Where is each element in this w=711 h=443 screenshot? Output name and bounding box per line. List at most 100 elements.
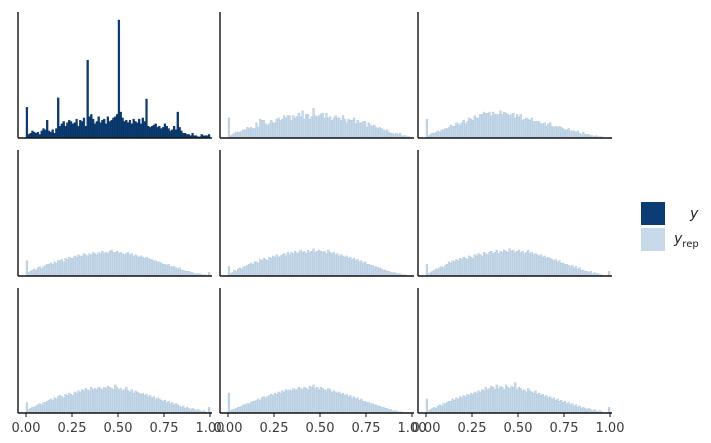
- histogram-bar: [455, 259, 458, 277]
- histogram-bar: [143, 258, 146, 277]
- histogram-bar: [512, 249, 515, 277]
- histogram-bar: [316, 251, 319, 277]
- histogram-bar: [40, 404, 43, 414]
- histogram-bar: [321, 252, 324, 277]
- histogram-bar: [475, 117, 478, 139]
- histogram-bar: [517, 387, 521, 414]
- histogram-bar: [233, 269, 236, 277]
- histogram-bar: [80, 389, 84, 414]
- histogram-bar: [358, 261, 361, 277]
- histogram-bar: [534, 390, 537, 414]
- histogram-bar: [141, 392, 144, 414]
- histogram-bar: [86, 389, 89, 414]
- histogram-bar: [270, 258, 273, 277]
- histogram-bar: [360, 122, 363, 139]
- histogram-bar: [477, 390, 480, 414]
- histogram-bar: [64, 125, 67, 139]
- histogram-bar: [297, 387, 300, 414]
- histogram-bar: [51, 399, 54, 414]
- histogram-bar: [249, 127, 253, 139]
- histogram-bar: [325, 113, 328, 139]
- histogram-bar: [316, 387, 319, 414]
- histogram-bar: [332, 390, 335, 414]
- histogram-bar: [479, 114, 482, 139]
- histogram-bar: [574, 131, 578, 139]
- histogram-bar: [46, 120, 49, 139]
- histogram-bar: [493, 252, 497, 277]
- histogram-bar: [477, 117, 480, 139]
- histogram-bar: [495, 249, 498, 277]
- histogram-bar: [143, 395, 146, 414]
- histogram-bar: [115, 251, 119, 277]
- x-tick-label: 0.75: [352, 421, 381, 436]
- histogram-bar: [587, 408, 590, 414]
- histogram-bar: [290, 120, 293, 139]
- histogram-bar: [295, 253, 299, 277]
- histogram-bar: [134, 254, 137, 277]
- histogram-bar: [130, 123, 133, 139]
- histogram-bar: [248, 403, 251, 414]
- histogram-bar: [431, 133, 434, 139]
- histogram-bar: [79, 391, 82, 414]
- histogram-bar: [255, 122, 258, 139]
- histogram-bar: [79, 255, 82, 277]
- histogram-bar: [235, 408, 238, 414]
- histogram-bar: [99, 388, 102, 414]
- histogram-bar: [165, 125, 168, 139]
- histogram-bar: [345, 394, 348, 414]
- histogram-bar: [486, 254, 489, 277]
- histogram-bar: [369, 124, 372, 139]
- histogram-bar: [508, 388, 511, 414]
- histogram-bar: [523, 253, 526, 277]
- histogram-bar: [519, 252, 522, 277]
- histogram-bar: [314, 252, 317, 277]
- panel-2-1: [25, 249, 211, 277]
- histogram-bar: [571, 403, 574, 414]
- histogram-bar: [240, 130, 243, 139]
- histogram-bar: [310, 251, 313, 277]
- histogram-bar: [528, 390, 532, 414]
- histogram-bar: [453, 399, 456, 414]
- histogram-bar: [271, 395, 275, 414]
- histogram-bar: [253, 401, 256, 414]
- histogram-bar: [128, 391, 132, 414]
- histogram-bar: [121, 117, 124, 139]
- histogram-bar: [114, 116, 117, 139]
- histogram-bar: [44, 265, 47, 277]
- histogram-bar: [284, 255, 288, 277]
- histogram-bar: [561, 402, 565, 414]
- histogram-bar: [244, 266, 247, 277]
- histogram-bar: [171, 266, 174, 277]
- histogram-bar: [187, 408, 190, 414]
- histogram-bar: [227, 266, 231, 277]
- histogram-bar: [305, 388, 308, 414]
- histogram-bar: [136, 255, 139, 277]
- histogram-bar: [457, 398, 460, 414]
- histogram-bar: [268, 256, 271, 277]
- histogram-bar: [327, 388, 330, 414]
- histogram-bar: [576, 268, 579, 277]
- histogram-bar: [145, 98, 148, 139]
- histogram-bar: [329, 389, 332, 414]
- histogram-bar: [49, 262, 52, 277]
- histogram-bar: [121, 390, 124, 414]
- histogram-bar: [266, 124, 269, 139]
- histogram-bar: [301, 252, 304, 277]
- histogram-bar: [119, 111, 122, 139]
- histogram-bar: [156, 261, 159, 277]
- x-tick-label: 0.00: [214, 421, 243, 436]
- histogram-bar: [178, 127, 181, 139]
- histogram-bar: [469, 392, 473, 414]
- histogram-bar: [356, 120, 359, 139]
- histogram-bar: [174, 267, 178, 277]
- histogram-bar: [160, 262, 163, 277]
- histogram-bar: [365, 127, 369, 139]
- histogram-bar: [567, 128, 570, 139]
- histogram-bar: [308, 252, 311, 277]
- histogram-bar: [523, 389, 526, 414]
- histogram-bar: [532, 392, 535, 414]
- histogram-bar: [607, 406, 611, 414]
- histogram-bar: [126, 252, 130, 277]
- histogram-bar: [25, 402, 29, 414]
- histogram-bar: [435, 408, 438, 414]
